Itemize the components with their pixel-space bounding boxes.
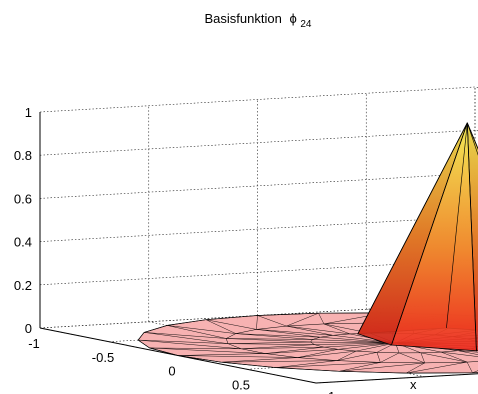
mesh-edge: [149, 347, 242, 350]
mesh-edge: [228, 341, 311, 344]
mesh-edge: [420, 352, 468, 363]
z-tick-label: 0.2: [14, 278, 32, 293]
x-tick-label: 1: [306, 391, 313, 394]
mesh-edge: [310, 341, 396, 344]
z-axis-ticks: 0 0.2 0.4 0.6 0.8 1: [14, 105, 32, 336]
peak-edge: [357, 122, 468, 334]
mesh-edge: [257, 315, 287, 327]
mesh-edge: [177, 353, 266, 356]
x-tick-label: -1: [28, 336, 40, 351]
peak-edge: [446, 122, 468, 329]
mesh-edge: [276, 360, 338, 368]
mesh-edge: [441, 351, 478, 357]
mesh-edge: [228, 343, 315, 345]
x-tick-label: -0.5: [92, 350, 114, 365]
x-tick-label: 0: [168, 364, 175, 379]
mesh-edge: [241, 346, 324, 350]
grid-line-z: [39, 129, 478, 156]
mesh-edge: [265, 346, 324, 354]
mesh-edge: [376, 352, 381, 363]
mesh-edge: [466, 361, 473, 373]
mesh-edge: [205, 319, 236, 334]
mesh-edge: [406, 361, 468, 374]
grid-line-z: [39, 86, 478, 113]
mesh-edge: [318, 313, 325, 325]
chart-title: Basisfunktion ϕ 24: [205, 11, 312, 30]
mesh-edge: [336, 350, 357, 361]
mesh-edge: [337, 352, 377, 361]
mesh-edge: [458, 350, 478, 355]
peak-edge: [391, 122, 468, 346]
mesh-edge: [149, 347, 266, 354]
mesh-edge: [235, 333, 321, 338]
x-axis-ticks: -1 -0.5 0 0.5 1: [28, 336, 313, 394]
z-tick-label: 0.4: [14, 235, 32, 250]
mesh-edge: [323, 323, 351, 335]
mesh-edge: [276, 362, 381, 368]
mesh-edge: [337, 342, 396, 350]
mesh-edge: [144, 332, 229, 344]
mesh-edge: [167, 325, 227, 339]
mesh-edge: [138, 339, 242, 350]
axis-line: [315, 373, 478, 384]
mesh-edge: [138, 339, 229, 344]
grid-line-z: [39, 173, 478, 199]
mesh-edge: [420, 352, 425, 364]
mesh-edge: [265, 349, 338, 354]
mesh-edge: [226, 338, 313, 340]
mesh-edge: [398, 352, 425, 364]
mesh-edge: [297, 350, 357, 358]
surface-peak: [357, 122, 478, 352]
z-tick-label: 1: [25, 105, 32, 120]
mesh-edge: [235, 333, 313, 340]
mesh-edge: [380, 352, 400, 363]
mesh-edge: [339, 362, 425, 372]
z-tick-label: 0: [25, 321, 32, 336]
mesh-edge: [297, 349, 339, 358]
mesh-edge: [256, 329, 321, 338]
mesh-edge: [339, 362, 381, 372]
z-tick-label: 0.6: [14, 191, 32, 206]
mesh-edge: [226, 338, 311, 343]
x-tick-label: 0.5: [232, 377, 250, 392]
mesh-edge: [221, 360, 338, 363]
mesh-edge: [312, 339, 396, 344]
mesh-edge: [167, 325, 236, 334]
mesh-edge: [256, 315, 258, 330]
mesh-edge: [458, 350, 478, 353]
z-tick-label: 0.8: [14, 148, 32, 163]
mesh-edge: [221, 357, 298, 363]
mesh-edge: [440, 351, 468, 363]
mesh-edge: [286, 325, 350, 335]
mesh-edge: [205, 319, 257, 330]
y-tick-label: 1: [328, 389, 335, 394]
mesh-edge: [314, 342, 396, 345]
mesh-edge: [144, 332, 227, 339]
mesh-edge: [323, 342, 396, 348]
mesh-edge: [177, 355, 298, 358]
peak-edge: [466, 122, 477, 351]
x-axis-label: x: [410, 377, 417, 392]
y-axis-ticks: 10-1: [328, 389, 335, 394]
mesh-edge: [406, 362, 425, 374]
mesh-edge: [286, 312, 319, 327]
mesh-edge: [286, 325, 333, 336]
mesh-edge: [256, 329, 333, 336]
mesh-edge: [241, 344, 315, 350]
